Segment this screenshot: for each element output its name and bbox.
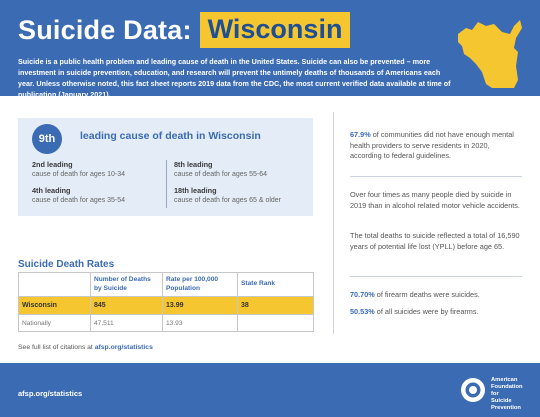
table-cell: 13.93 <box>162 314 238 332</box>
logo-text-line: Foundation <box>491 384 523 390</box>
logo-text-line: for <box>491 391 499 397</box>
stat-value: 50.53% <box>350 307 375 316</box>
table-header-cell: State Rank <box>237 272 314 297</box>
rank-item: 2nd leading cause of death for ages 10-3… <box>32 160 125 180</box>
footer-banner: afsp.org/statistics American Foundation … <box>0 363 540 417</box>
table-row-wisconsin: Wisconsin 845 13.99 38 <box>18 296 314 315</box>
suicide-rates-table: Number of Deaths by Suicide Rate per 100… <box>18 272 314 332</box>
stat-text: of firearm deaths were suicides. <box>374 290 480 299</box>
table-cell: 13.99 <box>162 296 238 315</box>
logo-text-line: American <box>491 377 518 383</box>
rank-item-subtitle: cause of death for ages 55-64 <box>174 171 268 178</box>
rank-item: 8th leading cause of death for ages 55-6… <box>174 160 267 180</box>
table-row-national: Nationally 47,511 13.93 <box>18 314 314 332</box>
citation-link[interactable]: afsp.org/statistics <box>94 344 153 351</box>
page-title: Suicide Data: Wisconsin <box>18 12 351 48</box>
stat-value: 67.9% <box>350 130 371 139</box>
stat-firearm-deaths: 70.70% of firearm deaths were suicides. <box>350 290 522 301</box>
header-banner: Suicide Data: Wisconsin Suicide is a pub… <box>0 0 540 99</box>
citation-note: See full list of citations at afsp.org/s… <box>18 344 153 351</box>
rank-item-title: 18th leading <box>174 186 217 195</box>
rank-item-subtitle: cause of death for ages 35-54 <box>32 197 126 204</box>
rank-item: 18th leading cause of death for ages 65 … <box>174 186 281 206</box>
logo-text-line: Prevention <box>491 405 521 411</box>
table-header-cell: Number of Deaths by Suicide <box>90 272 163 297</box>
rates-table-title: Suicide Death Rates <box>18 259 115 270</box>
table-cell: Nationally <box>18 314 91 332</box>
table-cell: 38 <box>237 296 314 315</box>
table-header-row: Number of Deaths by Suicide Rate per 100… <box>18 272 314 297</box>
stat-ypll: The total deaths to suicide reflected a … <box>350 231 520 251</box>
stat-text: of all suicides were by firearms. <box>374 307 479 316</box>
table-cell <box>237 314 314 332</box>
rank-item: 4th leading cause of death for ages 35-5… <box>32 186 125 206</box>
rank-divider <box>166 160 167 208</box>
rank-badge: 9th <box>32 124 62 154</box>
leading-cause-panel: 9th leading cause of death in Wisconsin … <box>18 118 313 216</box>
rank-item-title: 4th leading <box>32 186 71 195</box>
rank-item-subtitle: cause of death for ages 65 & older <box>174 197 282 204</box>
rank-headline: leading cause of death in Wisconsin <box>80 130 261 142</box>
afsp-logo-text: American Foundation for Suicide Preventi… <box>491 377 537 412</box>
afsp-logo-icon <box>461 378 485 402</box>
stat-suicides-by-firearm: 50.53% of all suicides were by firearms. <box>350 307 522 318</box>
rank-item-title: 8th leading <box>174 160 213 169</box>
column-divider <box>333 112 334 334</box>
title-state-label: Wisconsin <box>199 12 351 48</box>
table-cell: Wisconsin <box>18 296 91 315</box>
wisconsin-state-shape-icon <box>458 20 522 88</box>
rank-item-subtitle: cause of death for ages 10-34 <box>32 171 126 178</box>
citation-text: See full list of citations at <box>18 344 95 351</box>
stat-divider <box>350 176 522 177</box>
stat-mental-health-providers: 67.9% of communities did not have enough… <box>350 130 522 162</box>
table-header-cell: Rate per 100,000 Population <box>162 272 238 297</box>
table-cell: 47,511 <box>90 314 163 332</box>
stat-divider <box>350 276 522 277</box>
table-cell: 845 <box>90 296 163 315</box>
title-main: Suicide Data: <box>18 14 192 45</box>
rank-item-title: 2nd leading <box>32 160 73 169</box>
logo-text-line: Suicide <box>491 398 512 404</box>
intro-paragraph: Suicide is a public health problem and l… <box>18 57 451 99</box>
stat-alcohol-comparison: Over four times as many people died by s… <box>350 190 520 210</box>
footer-url-link[interactable]: afsp.org/statistics <box>18 389 83 398</box>
stat-text: of communities did not have enough menta… <box>350 130 514 160</box>
stat-value: 70.70% <box>350 290 375 299</box>
table-header-cell <box>18 272 91 297</box>
